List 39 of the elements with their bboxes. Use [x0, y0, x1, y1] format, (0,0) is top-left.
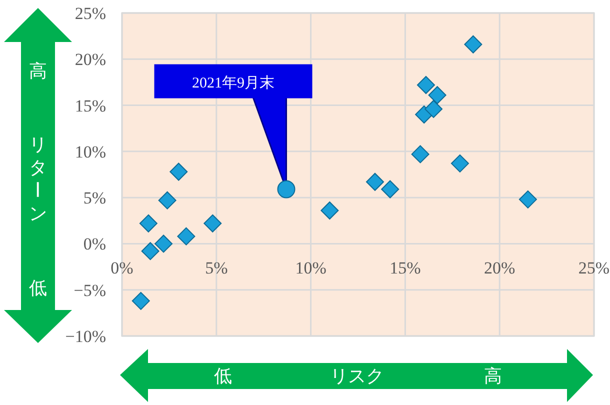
text: 低 — [29, 278, 47, 298]
point — [204, 214, 222, 232]
text: 高 — [484, 366, 502, 386]
point — [158, 191, 176, 210]
ytick: 25% — [74, 4, 106, 23]
point — [154, 234, 173, 253]
point — [132, 292, 150, 310]
ytick: 0% — [83, 234, 106, 254]
point — [518, 190, 537, 208]
point — [170, 162, 188, 181]
point — [177, 227, 196, 246]
annotation: 2021年9月末 — [192, 75, 274, 92]
point — [139, 214, 158, 232]
text: 低 — [214, 366, 232, 386]
point — [464, 35, 482, 54]
x-axis-title: リスク — [330, 366, 384, 386]
xtick: 5% — [205, 258, 228, 278]
point — [366, 172, 384, 191]
xtick: 25% — [578, 258, 610, 278]
point — [450, 154, 469, 172]
y-axis-title: リターン — [27, 134, 47, 224]
point — [416, 76, 435, 94]
ytick: 10% — [74, 142, 106, 162]
text: 高 — [29, 61, 47, 81]
ytick: 5% — [83, 188, 106, 208]
ytick: −5% — [74, 280, 106, 300]
xtick: 15% — [390, 258, 421, 278]
ytick: −10% — [65, 327, 106, 346]
point — [320, 201, 339, 220]
point — [411, 145, 430, 164]
ytick: 15% — [74, 96, 106, 116]
xtick: 10% — [295, 258, 326, 278]
point — [428, 86, 446, 104]
xtick: 20% — [484, 258, 516, 278]
xtick: 0% — [110, 258, 134, 278]
point — [424, 100, 443, 118]
point — [141, 242, 160, 260]
point — [381, 180, 400, 198]
ytick: 20% — [74, 50, 106, 70]
